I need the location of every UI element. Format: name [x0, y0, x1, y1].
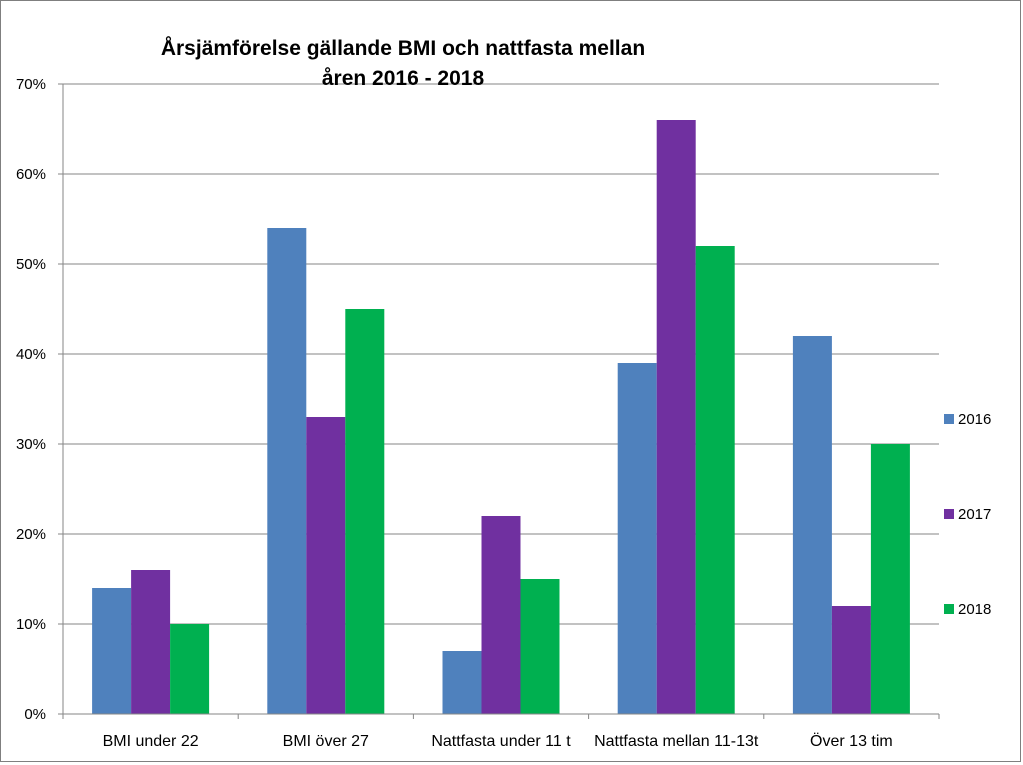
- category-label: Nattfasta under 11 t: [431, 733, 571, 750]
- bar-2016-3: [442, 651, 482, 714]
- legend-swatch-2018: [944, 604, 954, 614]
- chart-title: Årsjämförelse gällande BMI och nattfasta…: [161, 36, 645, 90]
- category-label: Nattfasta mellan 11-13t: [594, 733, 759, 750]
- chart-title-line-2: åren 2016 - 2018: [322, 67, 485, 90]
- category-label: BMI över 27: [283, 733, 369, 750]
- legend-label-2017: 2017: [958, 506, 991, 523]
- axes: [58, 83, 940, 719]
- chart-title-line-1: Årsjämförelse gällande BMI och nattfasta…: [161, 36, 645, 60]
- bar-2017-3: [481, 516, 521, 714]
- y-tick-labels: 0% 10% 20% 30% 40% 50% 60% 70%: [16, 76, 46, 723]
- bar-2016-2: [267, 228, 307, 714]
- y-tick-label: 20%: [16, 526, 46, 543]
- bar-2018-1: [170, 624, 210, 714]
- bar-2017-5: [831, 606, 871, 714]
- y-tick-label: 60%: [16, 166, 46, 183]
- category-labels: BMI under 22 BMI över 27 Nattfasta under 1…: [103, 732, 893, 750]
- bar-2018-2: [345, 309, 385, 714]
- bars: [92, 120, 910, 714]
- legend: 2016 2017 2018: [944, 411, 991, 618]
- bar-2016-1: [92, 588, 132, 714]
- gridlines: [63, 83, 939, 625]
- bar-2017-1: [131, 570, 171, 714]
- y-tick-label: 40%: [16, 346, 46, 363]
- bar-2018-5: [870, 444, 910, 714]
- category-label: Över 13 tim: [810, 732, 893, 750]
- bar-2016-4: [617, 363, 657, 714]
- bar-2018-3: [520, 579, 560, 714]
- y-tick-label: 30%: [16, 436, 46, 453]
- bar-2016-5: [792, 336, 832, 714]
- bar-2018-4: [695, 246, 735, 714]
- legend-swatch-2017: [944, 509, 954, 519]
- y-tick-label: 70%: [16, 76, 46, 93]
- bar-2017-4: [656, 120, 696, 714]
- legend-label-2018: 2018: [958, 601, 991, 618]
- y-tick-label: 50%: [16, 256, 46, 273]
- y-tick-label: 10%: [16, 616, 46, 633]
- y-tick-label: 0%: [24, 706, 46, 723]
- category-label: BMI under 22: [103, 733, 199, 750]
- legend-label-2016: 2016: [958, 411, 991, 428]
- legend-swatch-2016: [944, 414, 954, 424]
- bar-2017-2: [306, 417, 346, 714]
